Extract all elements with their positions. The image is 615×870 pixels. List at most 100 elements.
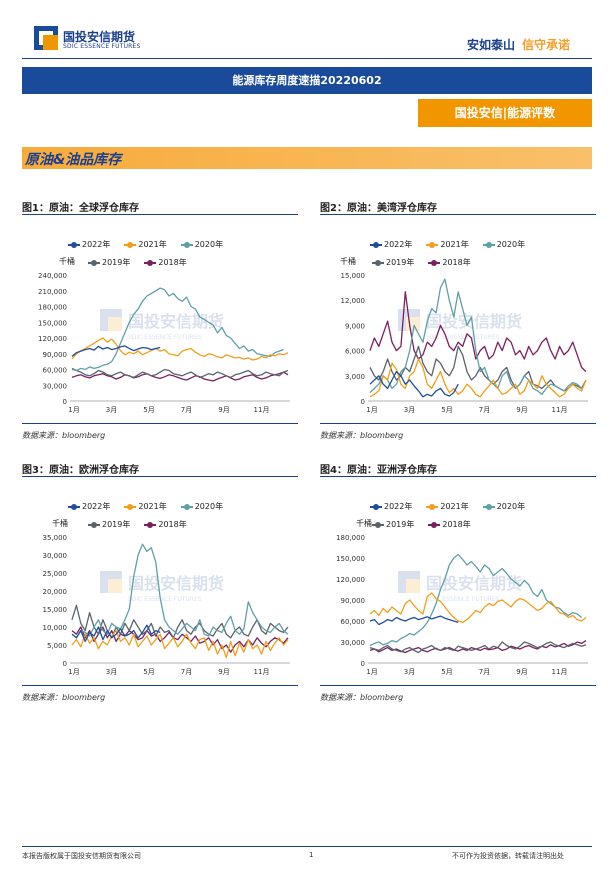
chart-legend-row2: 2019年 2018年 <box>372 257 471 268</box>
watermark-mark <box>100 571 122 593</box>
chart-bottom-rule <box>320 423 596 424</box>
legend-2021: 2021年 <box>124 239 167 250</box>
series-line-2018 <box>71 371 289 382</box>
x-tick-label: 3月 <box>106 406 117 414</box>
chart-panel-2: 图2：原油：美湾浮仓库存 2022年 2021年 2020年 2019年 201… <box>320 199 596 445</box>
series-line-2022 <box>369 615 459 626</box>
x-tick-label: 11月 <box>254 406 270 414</box>
watermark-mark <box>398 571 420 593</box>
legend-2018: 2018年 <box>428 519 471 530</box>
page-number: 1 <box>309 851 314 859</box>
legend-2022: 2022年 <box>370 501 412 512</box>
legend-swatch <box>144 521 157 528</box>
series-line-2022 <box>71 345 161 357</box>
x-tick-label: 5月 <box>143 406 154 414</box>
x-tick-label: 7月 <box>479 406 490 414</box>
legend-2019: 2019年 <box>372 519 414 530</box>
chart-legend: 2022年 2021年 2020年 <box>68 239 223 250</box>
y-tick-label: 10,000 <box>43 624 68 632</box>
legend-2020: 2020年 <box>180 239 223 250</box>
legend-label: 2020年 <box>496 240 526 249</box>
chart-legend: 2022年 2021年 2020年 <box>68 501 223 512</box>
series-line-2021 <box>369 358 587 398</box>
legend-label: 2021年 <box>440 240 469 249</box>
x-tick-label: 9月 <box>516 668 527 676</box>
chart-legend-row2: 2019年 2018年 <box>88 519 187 530</box>
legend-label: 2018年 <box>442 258 471 267</box>
legend-label: 2022年 <box>384 502 413 511</box>
chart-source: 数据来源：bloomberg <box>22 431 106 440</box>
watermark-text: 国投安信期货 <box>426 312 522 331</box>
x-tick-label: 3月 <box>404 668 415 676</box>
logo-text: 国投安信期货 <box>63 30 136 44</box>
chart-title: 图3：原油：欧洲浮仓库存 <box>22 465 139 476</box>
legend-label: 2020年 <box>496 502 526 511</box>
legend-swatch <box>180 241 193 248</box>
slogan-primary: 安如泰山 <box>467 38 516 52</box>
legend-2022: 2022年 <box>68 239 110 250</box>
watermark-text: 国投安信期货 <box>128 312 224 331</box>
series-line-2019 <box>369 641 587 654</box>
chart-title-rule <box>320 476 596 477</box>
watermark-mark <box>100 309 122 331</box>
chart-canvas: 国投安信期货 SDIC ESSENCE FUTURES 0 5,000 10,000 15… <box>43 534 290 676</box>
series-line-2018 <box>369 291 587 373</box>
chart-panel-3: 图3：原油：欧洲浮仓库存 2022年 2021年 2020年 2019年 201… <box>22 461 298 707</box>
chart-unit: 千桶 <box>59 257 75 266</box>
legend-swatch <box>144 259 157 266</box>
legend-label: 2022年 <box>82 240 111 249</box>
report-title: 能源库存周度速描20220602 <box>22 67 592 94</box>
legend-swatch <box>426 503 439 510</box>
footer-disclaimer: 不可作为投资依据，转载请注明出处 <box>452 852 564 860</box>
chart-source: 数据来源：bloomberg <box>22 693 106 702</box>
x-tick-label: 9月 <box>218 668 229 676</box>
legend-2019: 2019年 <box>88 257 130 268</box>
watermark-subtext: SDIC ESSENCE FUTURES <box>128 334 202 341</box>
series-line-2021 <box>71 629 289 659</box>
y-tick-label: 30,000 <box>341 639 366 647</box>
legend-2020: 2020年 <box>180 501 223 512</box>
legend-swatch <box>370 241 382 248</box>
x-tick-label: 1月 <box>68 668 79 676</box>
x-tick-label: 1月 <box>366 406 377 414</box>
series-line-2022 <box>71 624 161 643</box>
legend-label: 2018年 <box>442 520 471 529</box>
legend-2018: 2018年 <box>144 257 187 268</box>
report-tag: 国投安信|能源评数 <box>418 99 592 127</box>
x-tick-label: 5月 <box>441 668 452 676</box>
legend-swatch <box>88 259 100 266</box>
legend-label: 2022年 <box>384 240 413 249</box>
footer-divider <box>22 846 592 847</box>
legend-label: 2019年 <box>102 258 131 267</box>
x-tick-label: 1月 <box>68 406 79 414</box>
chart-title: 图1：原油：全球浮仓库存 <box>22 203 139 214</box>
header-divider <box>22 58 592 59</box>
legend-swatch <box>426 241 439 248</box>
watermark-subtext: SDIC ESSENCE FUTURES <box>426 596 500 603</box>
legend-2019: 2019年 <box>372 257 414 268</box>
series-line-2021 <box>369 592 587 624</box>
watermark: 国投安信期货 SDIC ESSENCE FUTURES <box>100 309 224 341</box>
legend-2021: 2021年 <box>426 239 469 250</box>
chart-bottom-rule <box>22 685 298 686</box>
watermark-subtext: SDIC ESSENCE FUTURES <box>128 596 202 603</box>
y-tick-label: 180,000 <box>336 534 365 542</box>
series-line-2019 <box>71 367 289 379</box>
watermark-text: 国投安信期货 <box>426 574 522 593</box>
legend-2022: 2022年 <box>68 501 110 512</box>
series-line-2020 <box>71 287 284 372</box>
chart-unit: 千桶 <box>52 519 68 528</box>
y-tick-label: 20,000 <box>43 588 68 596</box>
legend-2022: 2022年 <box>370 239 412 250</box>
legend-label: 2019年 <box>386 258 415 267</box>
series-line-2020 <box>369 278 583 395</box>
legend-swatch <box>482 241 495 248</box>
y-tick-label: 0 <box>63 398 67 406</box>
watermark: 国投安信期货 SDIC ESSENCE FUTURES <box>398 309 522 341</box>
legend-label: 2021年 <box>138 240 167 249</box>
legend-2021: 2021年 <box>124 501 167 512</box>
y-tick-label: 35,000 <box>43 534 68 542</box>
y-tick-label: 240,000 <box>38 272 67 280</box>
watermark: 国投安信期货 SDIC ESSENCE FUTURES <box>100 571 224 603</box>
legend-2018: 2018年 <box>144 519 187 530</box>
